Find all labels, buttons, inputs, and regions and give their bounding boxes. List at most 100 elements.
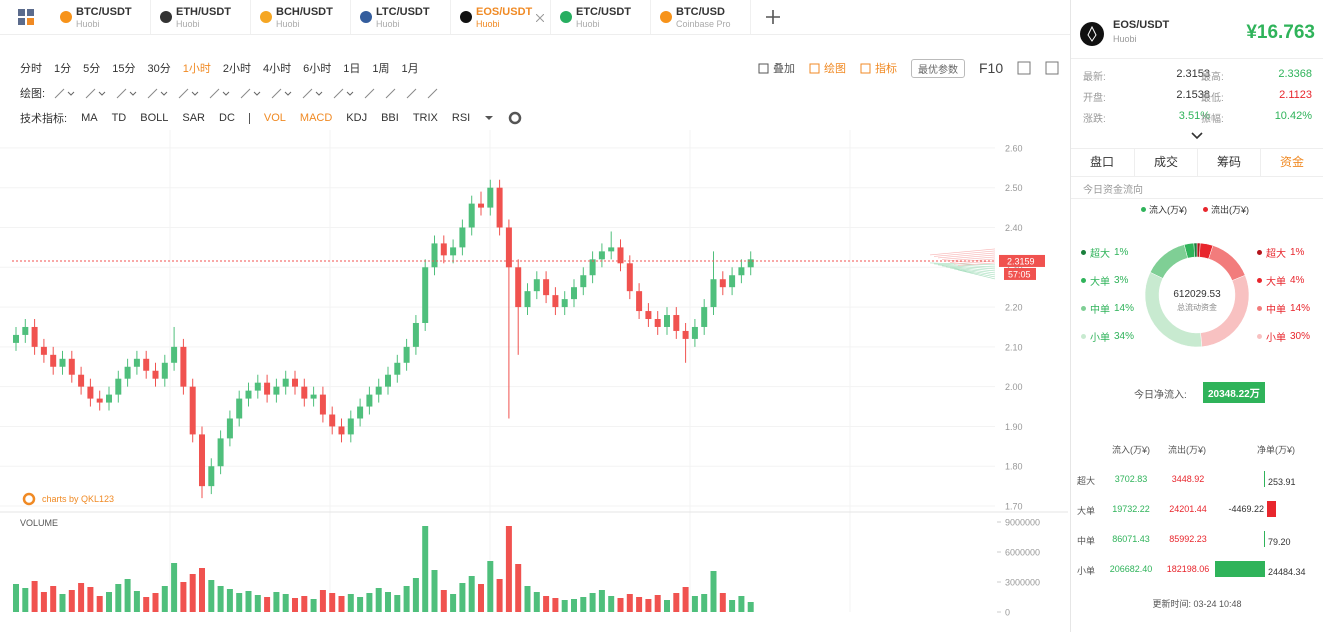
draw-tool[interactable] [54, 87, 76, 99]
indicator[interactable]: SAR [182, 112, 205, 124]
volume-bar [664, 600, 670, 612]
timeframe[interactable]: 分时 [20, 63, 42, 75]
candle-body [264, 382, 271, 395]
tab[interactable]: BTC/USDT Huobi [50, 0, 151, 34]
candle-body [273, 386, 280, 395]
sub-indicator[interactable]: MACD [299, 112, 333, 124]
tool[interactable]: 叠加 [758, 60, 795, 76]
draw-glyph [271, 88, 282, 99]
candle-body [543, 279, 550, 296]
tab[interactable]: BCH/USDT Huobi [250, 0, 351, 34]
draw-tool[interactable] [116, 87, 138, 99]
stat-value: 2.3368 [1278, 68, 1312, 80]
draw-glyph [147, 88, 158, 99]
sub-indicator[interactable]: TRIX [412, 112, 438, 124]
draw-tool[interactable] [406, 87, 418, 99]
candle-body [598, 251, 605, 260]
volume-bar [450, 594, 457, 612]
menu-icon[interactable] [18, 9, 34, 25]
expand[interactable] [1191, 132, 1203, 140]
volume-bar [394, 595, 401, 612]
sub-indicator[interactable]: RSI [451, 112, 471, 124]
draw-glyph [209, 88, 220, 99]
draw-tool[interactable] [364, 87, 376, 99]
volume-bar [580, 597, 587, 612]
net-label: 今日净流入: [1134, 390, 1187, 401]
indicator-more[interactable] [484, 114, 494, 122]
candle-body [394, 362, 401, 375]
f10[interactable]: F10 [979, 60, 1004, 76]
draw-tool[interactable] [385, 87, 397, 99]
favorite-glyph [1045, 61, 1059, 75]
sub-indicator[interactable]: KDJ [346, 112, 368, 124]
flow-dot [1257, 306, 1262, 311]
draw-label: 绘图: [20, 88, 46, 100]
indicator[interactable]: BOLL [140, 112, 169, 124]
timeframe[interactable]: 15分 [112, 63, 136, 75]
fullscreen[interactable] [1017, 61, 1031, 75]
draw-caret [129, 91, 137, 96]
draw-tool[interactable] [333, 87, 355, 99]
draw-tool[interactable] [427, 87, 439, 99]
candle-body [161, 362, 168, 379]
best-params[interactable]: 最优参数 [911, 58, 965, 78]
legend-dot [1141, 207, 1146, 212]
depth-fan [941, 265, 996, 272]
timeframe[interactable]: 30分 [147, 63, 171, 75]
tab-pair: BTC/USD [676, 6, 725, 18]
tab[interactable]: ETH/USDT Huobi [150, 0, 251, 34]
candle-body [329, 414, 336, 427]
timeframe[interactable]: 1月 [401, 63, 419, 75]
panel-tab[interactable]: 筹码 [1197, 148, 1260, 176]
timeframe[interactable]: 6小时 [303, 63, 332, 75]
timeframe[interactable]: 1日 [343, 63, 361, 75]
tab[interactable]: EOS/USDT Huobi [450, 0, 551, 34]
candle-body [450, 247, 457, 256]
draw-tool[interactable] [178, 87, 200, 99]
sub-indicator[interactable]: BBI [381, 112, 399, 124]
flow-pct: 14% [1290, 303, 1311, 314]
timeframe[interactable]: 5分 [83, 63, 101, 75]
flow-pct: 3% [1114, 275, 1129, 286]
draw-tool[interactable] [271, 87, 293, 99]
flow-label: 超大 1% [1257, 245, 1304, 260]
settings[interactable] [508, 111, 522, 125]
panel-tab[interactable]: 盘口 [1089, 155, 1114, 169]
timeframe[interactable]: 4小时 [263, 63, 292, 75]
volume-bar [366, 593, 373, 612]
tool-label: 叠加 [773, 63, 795, 75]
timeframe[interactable]: 1周 [372, 63, 390, 75]
draw-tool[interactable] [240, 87, 262, 99]
close-tab[interactable] [536, 14, 544, 22]
panel-tab[interactable]: 资金 [1260, 148, 1323, 176]
indicator[interactable]: DC [219, 112, 235, 124]
panel-tab[interactable]: 成交 [1134, 148, 1197, 176]
draw-tool[interactable] [302, 87, 324, 99]
logo-circle [1080, 22, 1104, 46]
timeframe[interactable]: 1分 [54, 63, 72, 75]
volume-bar [729, 600, 736, 612]
candle-body [710, 279, 717, 308]
coin-icon [360, 11, 372, 23]
add-tab[interactable] [765, 9, 781, 25]
tab[interactable]: ETC/USDT Huobi [550, 0, 651, 34]
draw-tool[interactable] [85, 87, 107, 99]
draw-tool[interactable] [209, 87, 231, 99]
tool[interactable]: 绘图 [809, 60, 846, 76]
volume-bar [50, 586, 57, 612]
tab[interactable]: LTC/USDT Huobi [350, 0, 451, 34]
volume-bar [78, 583, 85, 612]
volume-bar [738, 596, 745, 612]
draw-tool[interactable] [147, 87, 169, 99]
timeframe[interactable]: 2小时 [222, 63, 251, 75]
volume-tick-label: 0 [1005, 608, 1010, 618]
tool[interactable]: 指标 [860, 60, 897, 76]
timeframe[interactable]: 1小时 [182, 63, 211, 75]
candle-body [552, 295, 559, 308]
candle-body [571, 287, 577, 300]
indicator[interactable]: TD [111, 112, 127, 124]
sub-indicator[interactable]: VOL [263, 112, 286, 124]
indicator[interactable]: MA [81, 112, 98, 124]
favorite[interactable] [1045, 61, 1059, 75]
tab[interactable]: BTC/USD Coinbase Pro [650, 0, 751, 34]
